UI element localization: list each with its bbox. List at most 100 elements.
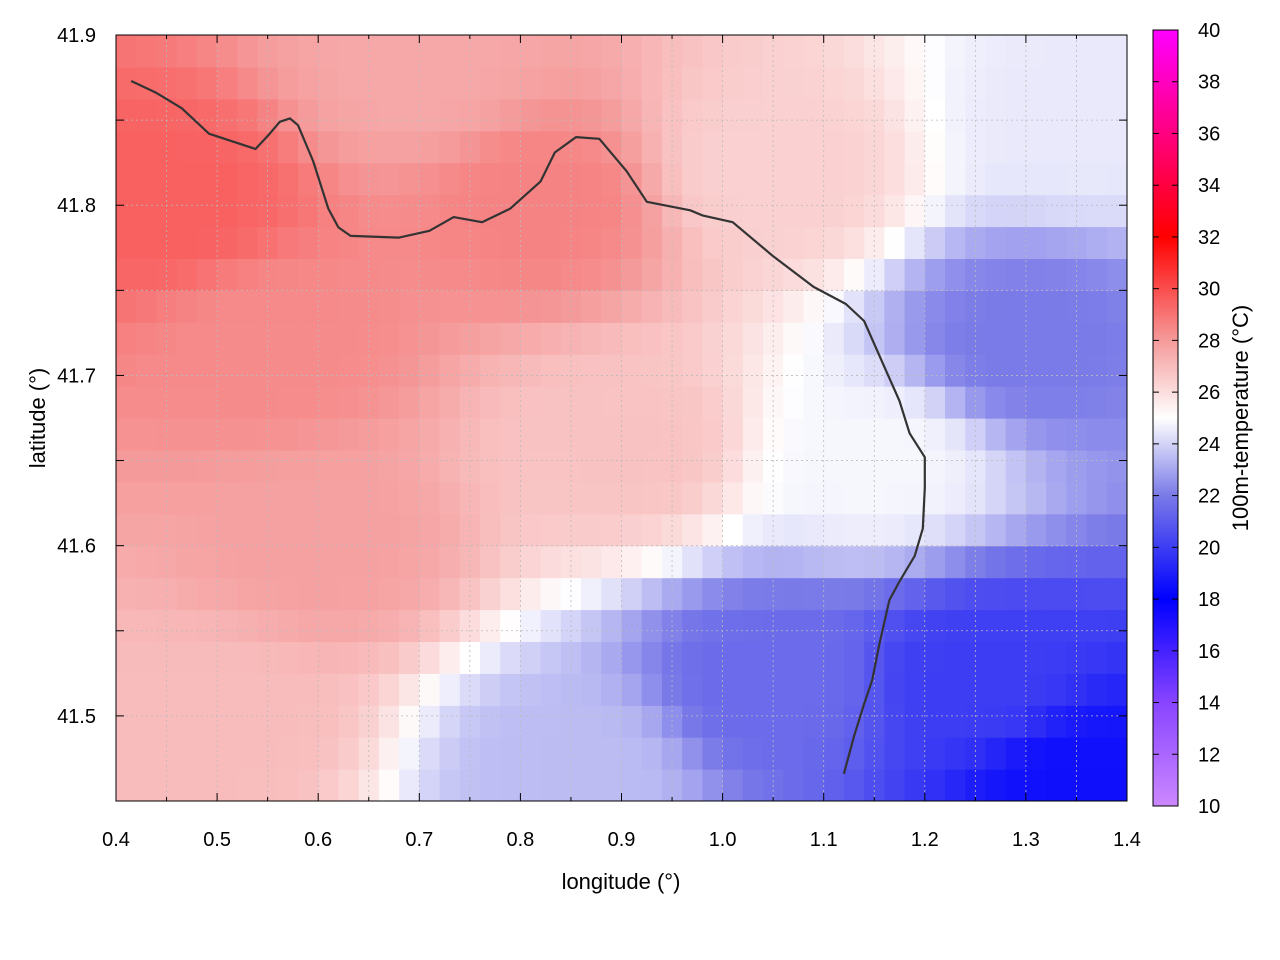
- heat-cell: [338, 130, 360, 164]
- heat-cell: [479, 66, 501, 100]
- heat-cell: [318, 290, 340, 323]
- heat-cell: [520, 194, 542, 228]
- heat-cell: [257, 258, 279, 291]
- heat-cell: [965, 66, 987, 100]
- colorbar-tick-label: 34: [1198, 175, 1220, 197]
- heat-cell: [459, 481, 481, 515]
- heat-cell: [116, 481, 137, 515]
- heat-cell: [1106, 481, 1127, 515]
- heat-cell: [864, 66, 885, 100]
- heat-cell: [1005, 66, 1027, 100]
- heat-cell: [318, 98, 340, 132]
- heat-cell: [560, 737, 582, 770]
- x-tick-label: 1.1: [810, 829, 838, 851]
- heat-cell: [924, 290, 946, 323]
- heat-cell: [945, 609, 966, 643]
- heat-cell: [864, 226, 885, 260]
- heat-cell: [904, 673, 926, 706]
- heat-cell: [803, 545, 825, 579]
- heat-cell: [581, 481, 602, 515]
- heat-cell: [702, 354, 724, 387]
- heat-cell: [378, 641, 400, 674]
- heat-cell: [500, 290, 521, 323]
- heat-cell: [479, 449, 501, 483]
- heat-cell: [985, 577, 1007, 611]
- heat-cell: [217, 226, 238, 260]
- heat-cell: [1005, 290, 1027, 323]
- heat-cell: [621, 66, 643, 100]
- heat-cell: [1046, 513, 1067, 547]
- heat-cell: [237, 705, 259, 738]
- heat-cell: [1086, 354, 1108, 387]
- heat-cell: [722, 449, 744, 483]
- heat-cell: [581, 769, 602, 801]
- heat-cell: [176, 481, 198, 515]
- heat-cell: [459, 258, 481, 291]
- heat-cell: [783, 226, 805, 260]
- heat-cell: [520, 354, 542, 387]
- heat-cell: [479, 130, 501, 164]
- heat-cell: [196, 705, 218, 738]
- heat-cell: [601, 769, 623, 801]
- heat-cell: [985, 705, 1007, 738]
- heat-cell: [237, 545, 259, 579]
- heat-cell: [196, 386, 218, 419]
- heat-cell: [560, 130, 582, 164]
- heat-cell: [803, 641, 825, 674]
- heat-cell: [1046, 258, 1067, 291]
- heat-cell: [196, 226, 218, 260]
- heat-cell: [1025, 354, 1047, 387]
- heat-cell: [904, 705, 926, 738]
- heat-cell: [742, 545, 764, 579]
- heat-cell: [176, 418, 198, 451]
- heat-cell: [985, 66, 1007, 100]
- heat-cell: [641, 449, 663, 483]
- heat-cell: [843, 609, 865, 643]
- heat-cell: [399, 577, 420, 611]
- heat-cell: [116, 705, 137, 738]
- heat-cell: [904, 481, 926, 515]
- heat-cell: [985, 545, 1007, 579]
- heat-cell: [1025, 98, 1047, 132]
- heat-cell: [1106, 162, 1127, 196]
- x-tick-label: 0.5: [203, 829, 231, 851]
- heat-cell: [439, 481, 461, 515]
- heat-cell: [378, 130, 400, 164]
- heat-cell: [823, 418, 845, 451]
- heat-cell: [217, 481, 238, 515]
- heat-cell: [682, 641, 703, 674]
- heat-cell: [661, 322, 683, 355]
- heat-cell: [217, 673, 238, 706]
- heat-cell: [803, 226, 825, 260]
- heat-cell: [904, 226, 926, 260]
- heat-cell: [217, 290, 238, 323]
- heat-cell: [217, 513, 238, 547]
- heat-cell: [196, 513, 218, 547]
- heat-cell: [924, 609, 946, 643]
- heat-cell: [459, 66, 481, 100]
- heat-cell: [803, 418, 825, 451]
- heat-cell: [439, 290, 461, 323]
- heat-cell: [136, 162, 158, 196]
- heat-cell: [1086, 322, 1108, 355]
- heat-cell: [904, 130, 926, 164]
- heat-cell: [257, 641, 279, 674]
- heat-cell: [116, 194, 137, 228]
- heat-cell: [338, 98, 360, 132]
- heat-cell: [257, 418, 279, 451]
- heat-cell: [277, 226, 299, 260]
- heat-cell: [783, 577, 805, 611]
- heat-cell: [1005, 386, 1027, 419]
- heat-cell: [945, 449, 966, 483]
- heat-cell: [581, 449, 602, 483]
- heat-cell: [419, 449, 441, 483]
- heat-cell: [277, 66, 299, 100]
- heat-cell: [1025, 130, 1047, 164]
- heat-cell: [439, 673, 461, 706]
- heat-cell: [358, 737, 380, 770]
- heat-cell: [783, 35, 805, 68]
- heat-cell: [1066, 386, 1088, 419]
- heat-cell: [581, 513, 602, 547]
- x-tick-label: 0.8: [506, 829, 534, 851]
- heat-cell: [217, 35, 238, 68]
